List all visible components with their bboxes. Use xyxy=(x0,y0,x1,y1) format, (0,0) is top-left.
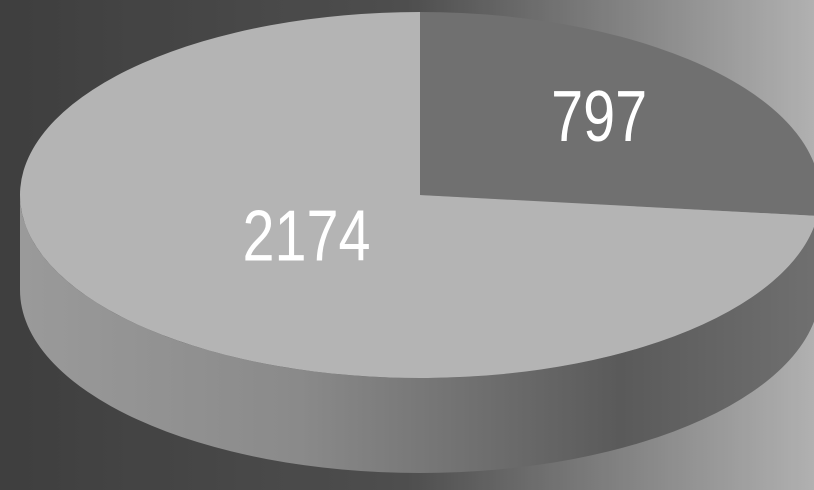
pie-slice xyxy=(20,12,814,378)
pie-side xyxy=(20,195,814,473)
pie-slice xyxy=(420,12,814,216)
slice-label: 797 xyxy=(551,76,647,157)
slice-label: 2174 xyxy=(242,195,370,276)
